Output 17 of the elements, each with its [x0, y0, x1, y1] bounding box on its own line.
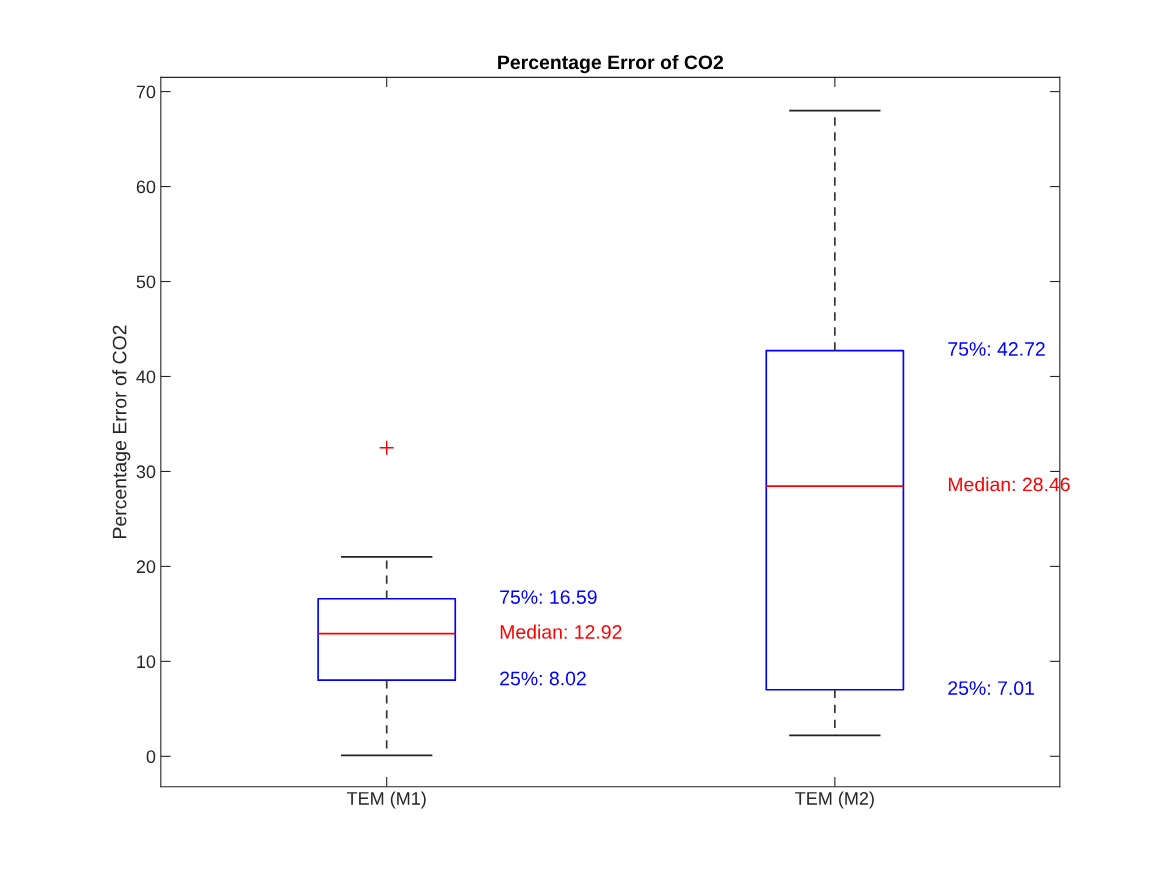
annotation: 75%: 16.59 — [500, 590, 597, 604]
annotation: Median: 12.92 — [500, 624, 622, 639]
y-tick-label: 30 — [136, 465, 156, 479]
y-tick-label: 20 — [136, 560, 156, 574]
y-tick-label: 50 — [136, 275, 156, 289]
annotation: 25%: 8.02 — [500, 671, 586, 686]
y-tick-label: 0 — [146, 750, 156, 764]
annotation: 75%: 42.72 — [948, 342, 1045, 356]
y-axis-title: Percentage Error of CO2 — [112, 325, 131, 538]
y-tick-label: 10 — [137, 655, 156, 669]
x-tick-label: TEM (M2) — [795, 791, 874, 809]
y-tick-label: 40 — [136, 370, 156, 384]
x-tick-label: TEM (M1) — [346, 791, 426, 809]
annotation: 25%: 7.01 — [948, 681, 1034, 695]
y-tick-label: 60 — [136, 180, 156, 194]
chart-title: Percentage Error of CO2 — [498, 54, 723, 74]
y-tick-label: 70 — [136, 85, 156, 99]
